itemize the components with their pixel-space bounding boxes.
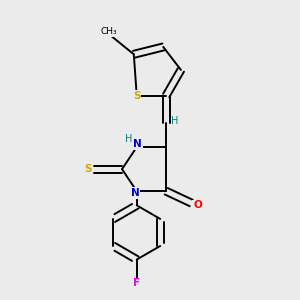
Text: N: N bbox=[133, 139, 142, 149]
Text: H: H bbox=[125, 134, 132, 144]
Text: O: O bbox=[193, 200, 202, 210]
Text: F: F bbox=[133, 278, 140, 288]
Text: H: H bbox=[171, 116, 179, 126]
Text: N: N bbox=[131, 188, 140, 198]
Text: CH₃: CH₃ bbox=[100, 27, 117, 36]
Text: S: S bbox=[84, 164, 91, 174]
Text: S: S bbox=[133, 91, 140, 100]
